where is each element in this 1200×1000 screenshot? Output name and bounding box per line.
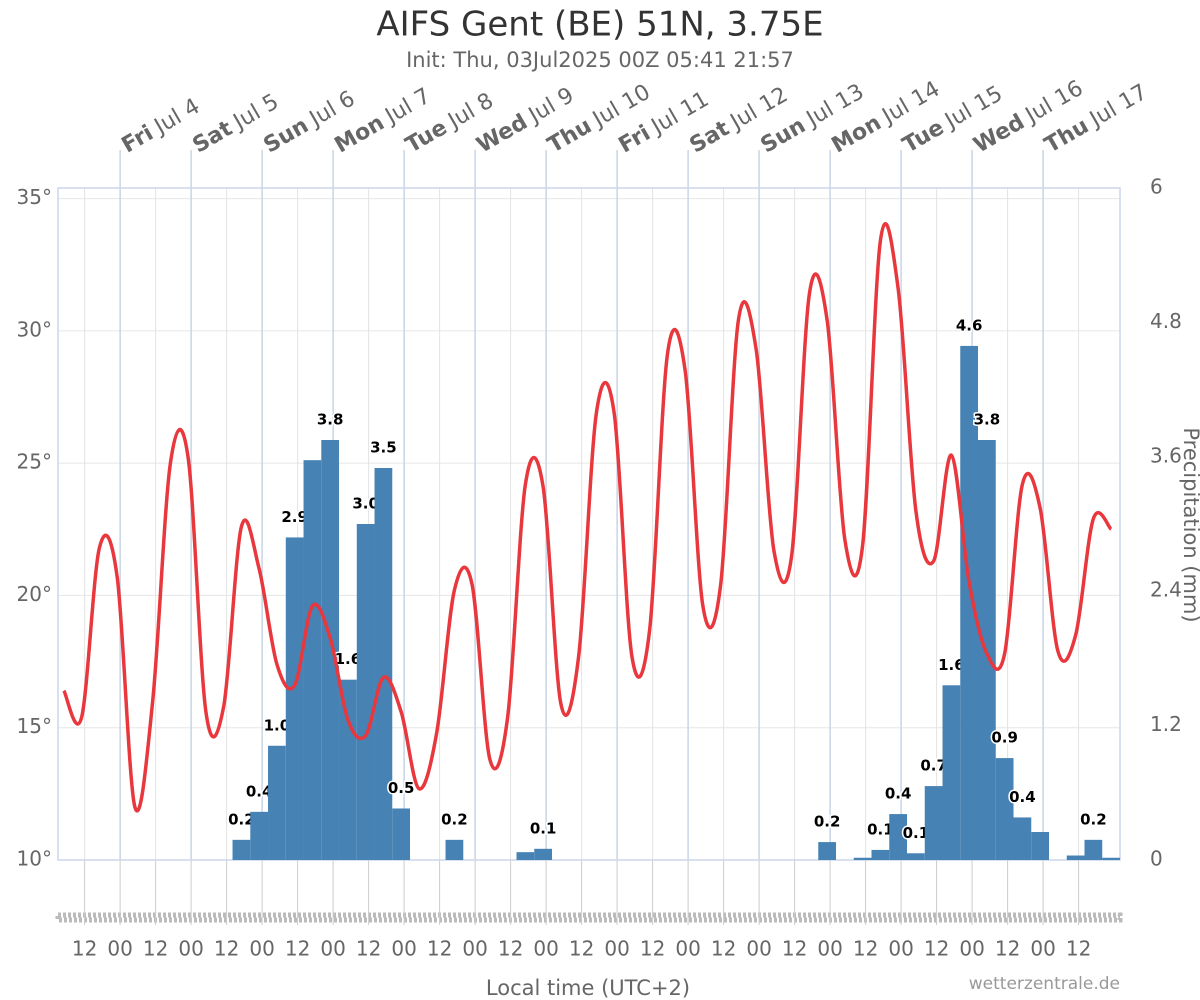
y-tick-label: 30° bbox=[17, 317, 52, 341]
x-tick-label: 12 bbox=[143, 937, 168, 961]
data-label: 1.0 bbox=[264, 716, 291, 734]
data-label: 0.4 bbox=[885, 785, 912, 803]
y2-tick-label: 0 bbox=[1150, 847, 1163, 871]
x-tick-label: 12 bbox=[711, 937, 736, 961]
precip-bar bbox=[871, 849, 890, 860]
plot-frame bbox=[57, 187, 1121, 861]
data-label: 0.7 bbox=[920, 757, 947, 775]
precip-bar bbox=[374, 468, 393, 860]
data-label: 0.1 bbox=[903, 824, 930, 842]
x-tick-label: 00 bbox=[959, 937, 984, 961]
chart-subtitle: Init: Thu, 03Jul2025 00Z 05:41 21:57 bbox=[406, 48, 794, 72]
x-tick-label: 12 bbox=[356, 937, 381, 961]
x-tick-label: 12 bbox=[498, 937, 523, 961]
precip-bar bbox=[818, 842, 837, 860]
x-tick-label: 00 bbox=[533, 937, 558, 961]
x-tick-label: 00 bbox=[675, 937, 700, 961]
data-label: 3.5 bbox=[370, 439, 397, 457]
data-label: 0.4 bbox=[1009, 788, 1036, 806]
x-tick-label: 12 bbox=[782, 937, 807, 961]
y2-tick-label: 3.6 bbox=[1150, 443, 1182, 467]
precip-bar bbox=[356, 524, 375, 860]
precip-bar bbox=[321, 440, 340, 860]
x-tick-label: 12 bbox=[427, 937, 452, 961]
precip-bar bbox=[1066, 855, 1085, 860]
x-tick-label: 12 bbox=[569, 937, 594, 961]
precip-bar bbox=[1102, 857, 1120, 860]
chart-title: AIFS Gent (BE) 51N, 3.75E bbox=[376, 5, 823, 45]
precip-bar bbox=[285, 537, 304, 860]
data-label: 1.6 bbox=[335, 650, 362, 668]
y2-tick-label: 2.4 bbox=[1150, 578, 1182, 602]
wind-strip bbox=[55, 912, 1123, 923]
x-tick-label: 00 bbox=[888, 937, 913, 961]
precip-bar bbox=[1031, 832, 1050, 860]
y2-tick-label: 6 bbox=[1150, 175, 1163, 199]
precip-bar bbox=[1084, 839, 1103, 860]
x-tick-label: 00 bbox=[249, 937, 274, 961]
x-tick-label: 12 bbox=[995, 937, 1020, 961]
precip-bar bbox=[232, 839, 251, 860]
x-tick-label: 00 bbox=[604, 937, 629, 961]
y-tick-label: 35° bbox=[17, 185, 52, 209]
data-label: 3.0 bbox=[352, 495, 379, 513]
precip-bar bbox=[924, 786, 943, 860]
precip-bar bbox=[339, 679, 357, 860]
x-tick-label: 12 bbox=[72, 937, 97, 961]
data-label: 1.6 bbox=[938, 656, 965, 674]
y2-tick-label: 1.2 bbox=[1150, 712, 1182, 736]
x-tick-label: 12 bbox=[285, 937, 310, 961]
precip-bar bbox=[889, 814, 908, 860]
x-tick-label: 00 bbox=[178, 937, 203, 961]
precip-bar bbox=[1013, 817, 1032, 860]
precip-bar bbox=[250, 811, 269, 860]
precip-bar bbox=[995, 758, 1014, 860]
credit: wetterzentrale.de bbox=[969, 974, 1120, 994]
x-tick-label: 00 bbox=[817, 937, 842, 961]
x-axis-label: Local time (UTC+2) bbox=[486, 976, 690, 1000]
x-tick-label: 12 bbox=[1066, 937, 1091, 961]
data-label: 0.1 bbox=[867, 820, 894, 838]
x-tick-label: 00 bbox=[320, 937, 345, 961]
x-tick-label: 12 bbox=[853, 937, 878, 961]
data-label: 0.4 bbox=[246, 782, 273, 800]
precip-bar bbox=[534, 848, 553, 860]
x-tick-label: 00 bbox=[1030, 937, 1055, 961]
y-tick-label: 20° bbox=[17, 582, 52, 606]
precip-bar bbox=[960, 345, 979, 860]
data-label: 3.8 bbox=[317, 411, 344, 429]
data-label: 3.8 bbox=[974, 411, 1001, 429]
x-tick-label: 00 bbox=[462, 937, 487, 961]
y-tick-label: 25° bbox=[17, 450, 52, 474]
precip-bar bbox=[445, 839, 464, 860]
data-label: 4.6 bbox=[956, 316, 983, 334]
y2-axis-label: Precipitation (mm) bbox=[1179, 427, 1200, 622]
precip-bar bbox=[942, 685, 961, 860]
x-tick-label: 12 bbox=[924, 937, 949, 961]
data-label: 2.9 bbox=[281, 508, 308, 526]
x-tick-label: 12 bbox=[640, 937, 665, 961]
data-label: 0.5 bbox=[388, 779, 415, 797]
precip-bar bbox=[853, 857, 872, 860]
data-label: 0.2 bbox=[441, 810, 468, 828]
x-tick-label: 00 bbox=[746, 937, 771, 961]
precip-bar bbox=[907, 853, 925, 860]
temperature-line bbox=[62, 222, 1113, 813]
data-label: 0.1 bbox=[530, 819, 557, 837]
data-label: 0.2 bbox=[228, 810, 255, 828]
precip-bar bbox=[516, 852, 535, 860]
x-tick-label: 00 bbox=[391, 937, 416, 961]
precip-bar bbox=[268, 745, 286, 860]
y2-tick-label: 4.8 bbox=[1150, 309, 1182, 333]
precip-bar bbox=[303, 460, 322, 860]
precip-bar bbox=[392, 808, 411, 860]
data-label: 0.2 bbox=[814, 813, 841, 831]
data-label: 0.9 bbox=[991, 729, 1018, 747]
data-label: 0.2 bbox=[1080, 810, 1107, 828]
x-tick-label: 00 bbox=[107, 937, 132, 961]
y-tick-label: 10° bbox=[17, 847, 52, 871]
y-tick-label: 15° bbox=[17, 714, 52, 738]
x-tick-label: 12 bbox=[214, 937, 239, 961]
